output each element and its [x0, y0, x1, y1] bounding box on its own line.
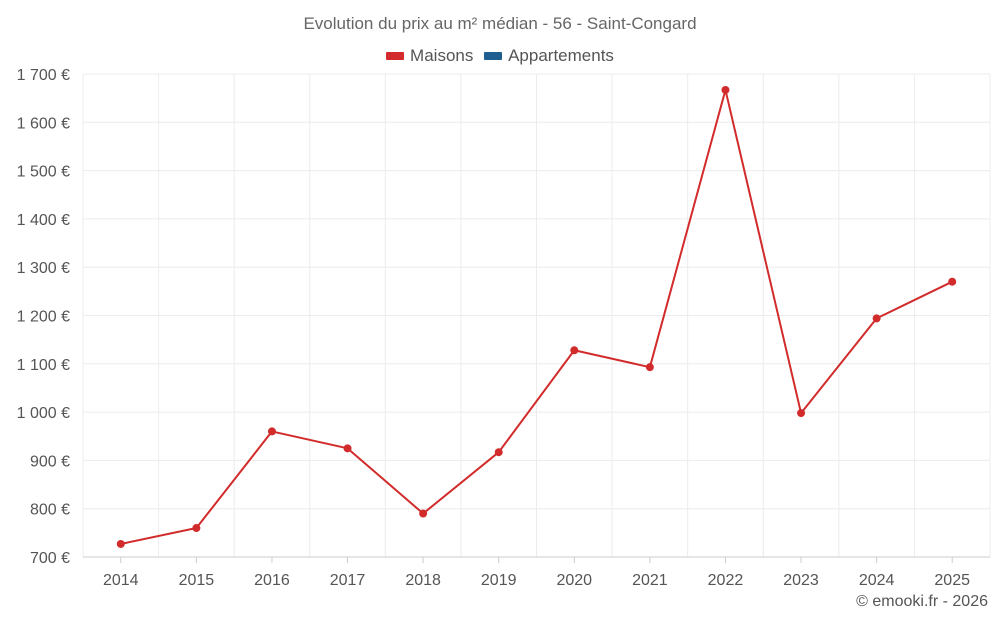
- data-point[interactable]: [419, 509, 428, 518]
- legend-label-maisons: Maisons: [410, 46, 474, 65]
- data-point[interactable]: [116, 539, 125, 548]
- data-point[interactable]: [267, 427, 276, 436]
- y-tick-label: 1 400 €: [17, 212, 70, 229]
- data-point[interactable]: [570, 346, 579, 355]
- y-tick-label: 700 €: [30, 550, 70, 567]
- credit-text: © emooki.fr - 2026: [856, 593, 988, 610]
- x-tick-label: 2022: [708, 572, 744, 589]
- x-tick-label: 2021: [632, 572, 668, 589]
- axes: 700 € 800 € 900 € 1 000 € 1 100 € 1 200 € 1 30…: [17, 67, 990, 589]
- y-tick-label: 1 500 €: [17, 164, 70, 181]
- x-tick-label: 2024: [859, 572, 895, 589]
- series: [116, 85, 957, 548]
- y-tick-label: 1 000 €: [17, 405, 70, 422]
- y-tick-label: 1 600 €: [17, 115, 70, 132]
- chart-legend: Maisons Appartements: [0, 45, 1000, 66]
- data-point[interactable]: [192, 524, 201, 533]
- y-tick-label: 1 700 €: [17, 67, 70, 84]
- data-point[interactable]: [645, 363, 654, 372]
- legend-item-maisons[interactable]: Maisons: [386, 46, 473, 66]
- x-tick-label: 2014: [103, 572, 139, 589]
- x-tick-label: 2020: [556, 572, 592, 589]
- y-tick-label: 800 €: [30, 502, 70, 519]
- legend-item-appartements[interactable]: Appartements: [484, 46, 614, 66]
- legend-swatch-maisons: [386, 52, 405, 60]
- y-tick-label: 900 €: [30, 453, 70, 470]
- x-tick-label: 2016: [254, 572, 290, 589]
- data-point[interactable]: [797, 409, 806, 418]
- y-tick-label: 1 200 €: [17, 309, 70, 326]
- x-tick-label: 2017: [330, 572, 366, 589]
- x-tick-label: 2018: [405, 572, 441, 589]
- series-line-maisons: [120, 88, 953, 545]
- data-point[interactable]: [872, 314, 881, 323]
- chart-title: Evolution du prix au m² médian - 56 - Sa…: [303, 14, 697, 33]
- data-point[interactable]: [343, 444, 352, 453]
- y-tick-label: 1 300 €: [17, 260, 70, 277]
- x-tick-label: 2025: [934, 572, 970, 589]
- legend-label-appartements: Appartements: [508, 46, 614, 65]
- grid: [82, 73, 991, 558]
- data-point[interactable]: [948, 277, 957, 286]
- data-point[interactable]: [721, 85, 730, 94]
- x-tick-label: 2019: [481, 572, 517, 589]
- y-tick-label: 1 100 €: [17, 357, 70, 374]
- legend-swatch-appartements: [484, 52, 503, 60]
- x-tick-label: 2015: [179, 572, 215, 589]
- data-point[interactable]: [494, 448, 503, 457]
- x-tick-label: 2023: [783, 572, 819, 589]
